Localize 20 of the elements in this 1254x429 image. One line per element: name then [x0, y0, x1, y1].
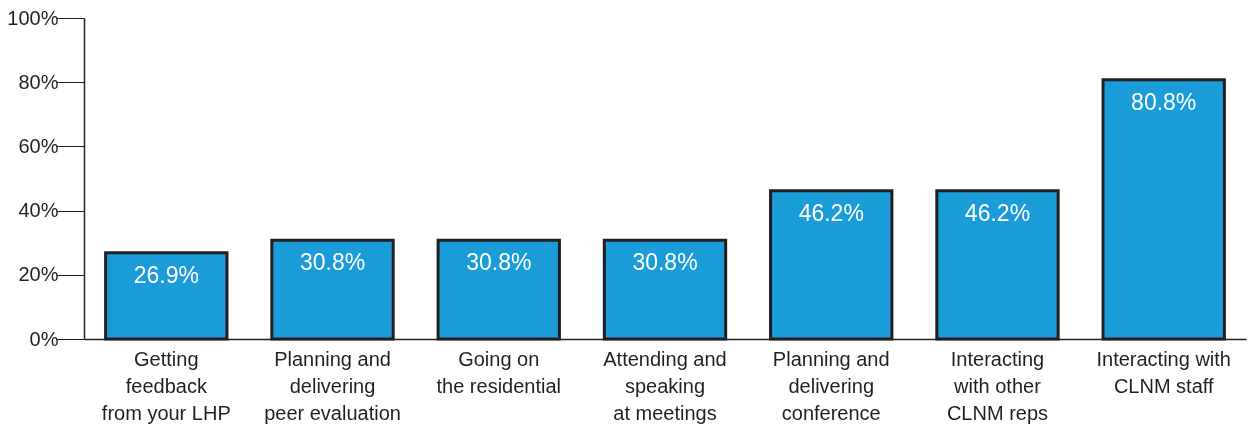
y-tick-label: 0%	[29, 327, 59, 350]
x-tick-label: Going on the residential	[436, 347, 562, 397]
data-label: 46.2%	[964, 199, 1031, 226]
data-label: 30.8%	[632, 249, 698, 276]
x-tick-label: Planning and delivering conference	[772, 347, 890, 424]
y-tick-label: 40%	[18, 199, 59, 222]
x-tick-label: Interacting with other CLNM reps	[946, 347, 1049, 424]
data-label: 30.8%	[299, 249, 366, 276]
x-tick-label: Interacting with CLNM staff	[1096, 347, 1231, 397]
data-label: 46.2%	[798, 199, 864, 226]
y-tick-label: 60%	[18, 134, 59, 157]
data-label: 26.9%	[133, 261, 199, 288]
y-tick-label: 80%	[18, 70, 59, 93]
y-tick-label: 100%	[7, 6, 59, 29]
y-tick-label: 20%	[18, 263, 59, 286]
x-tick-label: Getting feedback from your LHP	[101, 347, 231, 424]
x-tick-label: Attending and speaking at meetings	[603, 347, 727, 424]
x-tick-label: Planning and delivering peer evaluation	[264, 347, 401, 424]
data-label: 80.8%	[1131, 88, 1197, 115]
data-label: 30.8%	[466, 249, 532, 276]
